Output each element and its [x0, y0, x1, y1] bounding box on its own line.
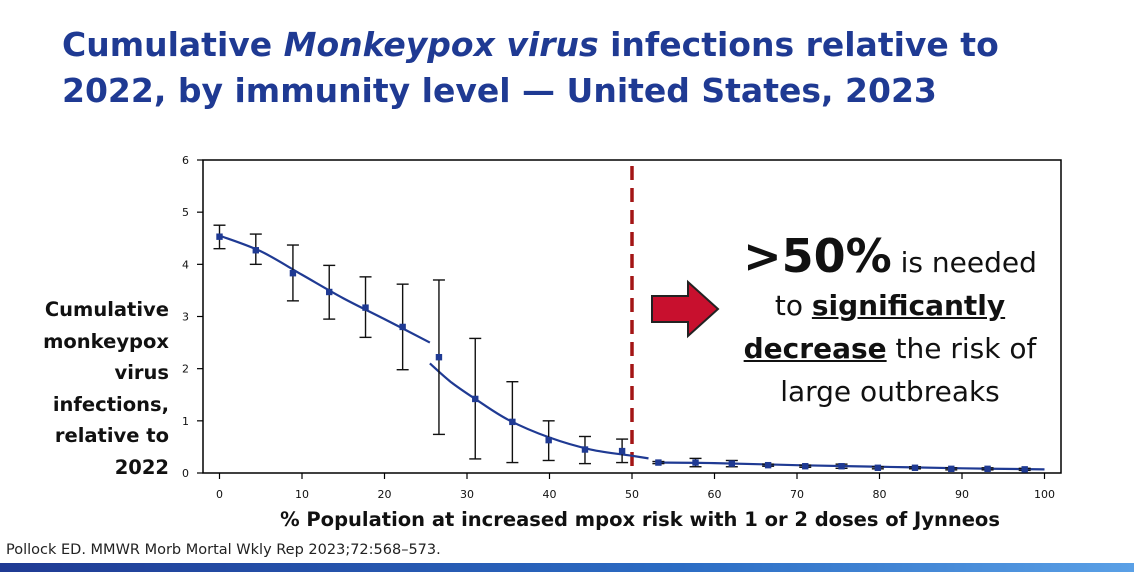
annotation-line2-pre: to — [774, 289, 812, 322]
x-tick-label: 90 — [955, 488, 969, 501]
data-point — [874, 464, 882, 471]
data-point — [289, 270, 297, 277]
data-point — [948, 465, 955, 473]
y-axis-label-line: virus — [114, 361, 169, 384]
y-axis-label-line: monkeypox — [43, 329, 169, 353]
title-part1: Cumulative — [62, 25, 284, 64]
data-points — [216, 233, 1028, 473]
data-point — [581, 446, 589, 453]
annotation-percent: >50% — [743, 229, 892, 283]
y-tick-label: 0 — [182, 467, 189, 480]
y-tick-label: 1 — [182, 415, 189, 428]
y-tick-label: 5 — [182, 206, 189, 219]
annotation-line3-post: the risk of — [886, 332, 1037, 365]
x-tick-label: 40 — [543, 488, 557, 501]
x-axis-label: % Population at increased mpox risk with… — [280, 508, 1000, 531]
annotation-line-3: decrease the risk of — [700, 327, 1080, 370]
fit-curve-segment — [656, 461, 1045, 471]
data-point — [1021, 466, 1028, 473]
threshold-annotation: >50% is needed to significantly decrease… — [700, 233, 1080, 413]
data-point — [728, 460, 736, 467]
title-italic: Monkeypox virus — [283, 25, 599, 64]
data-point — [399, 323, 406, 331]
page-title: Cumulative Monkeypox virus infections re… — [62, 22, 1102, 114]
error-bars — [213, 224, 1031, 472]
y-tick-label: 6 — [182, 154, 189, 167]
data-point — [509, 418, 516, 426]
y-tick-label: 2 — [182, 363, 189, 376]
y-axis-label-line: 2022 — [114, 455, 169, 479]
y-tick-label: 3 — [182, 311, 189, 324]
data-point — [362, 304, 369, 311]
annotation-line-2: to significantly — [700, 284, 1080, 327]
y-axis-label: Cumulative monkeypox virus infections, relat… — [14, 294, 169, 483]
annotation-significantly: significantly — [811, 289, 1006, 322]
y-axis-label-line: relative to — [54, 424, 169, 447]
x-axis: 0 10 20 30 40 50 60 70 80 90 100 — [216, 473, 1055, 501]
right-arrow-icon — [651, 279, 720, 339]
fit-curve-segment — [219, 234, 431, 344]
data-point — [435, 353, 443, 361]
x-tick-label: 100 — [1034, 488, 1055, 501]
y-axis: 0 1 2 3 4 5 6 — [182, 154, 203, 480]
data-point — [618, 447, 626, 455]
y-tick-label: 4 — [182, 258, 189, 271]
source-citation: Pollock ED. MMWR Morb Mortal Wkly Rep 20… — [6, 542, 441, 558]
annotation-line-1: >50% is needed — [700, 233, 1080, 284]
data-point — [802, 463, 809, 470]
data-point — [252, 247, 259, 254]
x-tick-label: 50 — [625, 488, 639, 501]
data-point — [984, 465, 991, 473]
data-point — [326, 288, 333, 296]
y-axis-label-line: infections, — [52, 392, 169, 416]
annotation-rest1: is needed — [891, 246, 1037, 279]
x-tick-label: 80 — [873, 488, 887, 501]
data-point — [764, 461, 772, 469]
annotation-line-4: large outbreaks — [780, 375, 1000, 408]
data-point — [692, 459, 699, 466]
data-point — [838, 463, 845, 470]
data-point — [216, 233, 223, 240]
data-point — [911, 464, 919, 471]
x-tick-label: 10 — [295, 488, 309, 501]
data-point — [545, 436, 552, 444]
x-tick-label: 0 — [216, 488, 223, 501]
x-tick-label: 70 — [790, 488, 804, 501]
annotation-decrease: decrease — [743, 332, 887, 365]
x-tick-label: 20 — [378, 488, 392, 501]
data-point — [472, 395, 479, 403]
title-part2: infections relative to 2022, by immunity… — [62, 25, 999, 110]
fit-curve-segment — [429, 362, 649, 460]
bottom-bar — [0, 563, 1134, 572]
y-axis-label-line: Cumulative — [44, 298, 169, 321]
data-point — [655, 459, 662, 466]
x-tick-label: 30 — [460, 488, 474, 501]
x-tick-label: 60 — [708, 488, 722, 501]
